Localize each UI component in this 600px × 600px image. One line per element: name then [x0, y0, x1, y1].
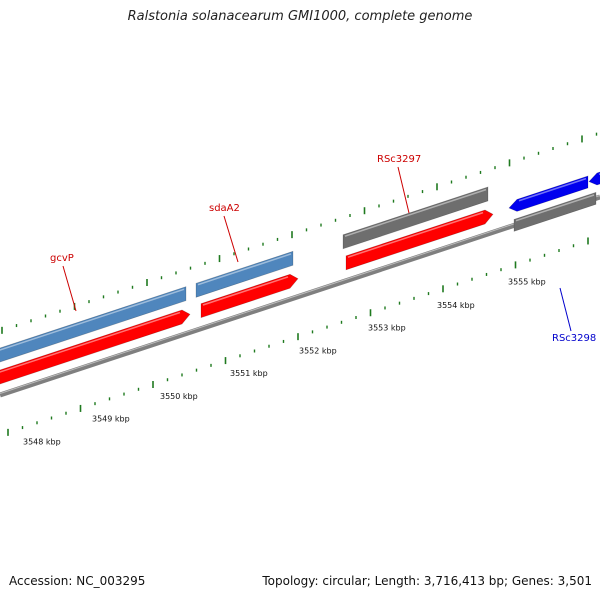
gene-block-RSc3297-lane1	[342, 186, 489, 250]
gene-leader-line	[559, 287, 572, 332]
backbone-line	[0, 194, 600, 398]
gene-block-RSc3297-lane1-gloss	[344, 188, 487, 237]
gene-block-RSc3298-lane-gloss	[515, 194, 595, 222]
gene-arrow-RSc3298-gloss	[518, 177, 587, 202]
gene-leader-line	[397, 166, 410, 214]
gene-label-sdaA2: sdaA2	[209, 203, 240, 214]
gene-block-sdaA2-lane1	[195, 250, 294, 298]
backbone-highlight	[0, 195, 600, 394]
gene-arrow-sdaA2-gloss	[202, 276, 289, 306]
kbp-label: 3555 kbp	[508, 277, 546, 286]
genome-title: Ralstonia solanacearum GMI1000, complete…	[127, 9, 473, 24]
gene-block-gcvP-lane1-gloss	[0, 288, 185, 351]
gene-arrow-gcvP-gloss	[0, 311, 181, 373]
gene-arrow-RSc3297	[345, 209, 494, 271]
kbp-label: 3554 kbp	[437, 301, 475, 310]
gene-leader-line	[223, 215, 239, 263]
genome-stats-text: Topology: circular; Length: 3,716,413 bp…	[262, 574, 592, 588]
kbp-label: 3550 kbp	[160, 392, 198, 401]
kbp-label: 3551 kbp	[230, 369, 268, 378]
gene-arrow-gcvP	[0, 309, 191, 385]
kbp-label: 3553 kbp	[368, 324, 406, 333]
gene-arrow-next	[588, 171, 600, 186]
accession-text: Accession: NC_003295	[9, 574, 146, 588]
gene-label-gcvP: gcvP	[50, 253, 74, 264]
gene-block-sdaA2-lane1-gloss	[197, 253, 292, 286]
gene-label-RSc3297: RSc3297	[377, 154, 421, 165]
gene-label-RSc3298: RSc3298	[552, 333, 596, 344]
kbp-label: 3549 kbp	[92, 415, 130, 424]
gene-arrow-sdaA2	[200, 273, 299, 319]
gene-arrow-RSc3297-gloss	[347, 211, 484, 258]
gene-block-gcvP-lane1	[0, 286, 187, 363]
gene-block-RSc3298-lane	[513, 191, 597, 232]
kbp-label: 3548 kbp	[23, 437, 61, 446]
gene-arrow-RSc3298	[508, 175, 589, 212]
gene-leader-line	[62, 265, 77, 312]
kbp-label: 3552 kbp	[299, 346, 337, 355]
